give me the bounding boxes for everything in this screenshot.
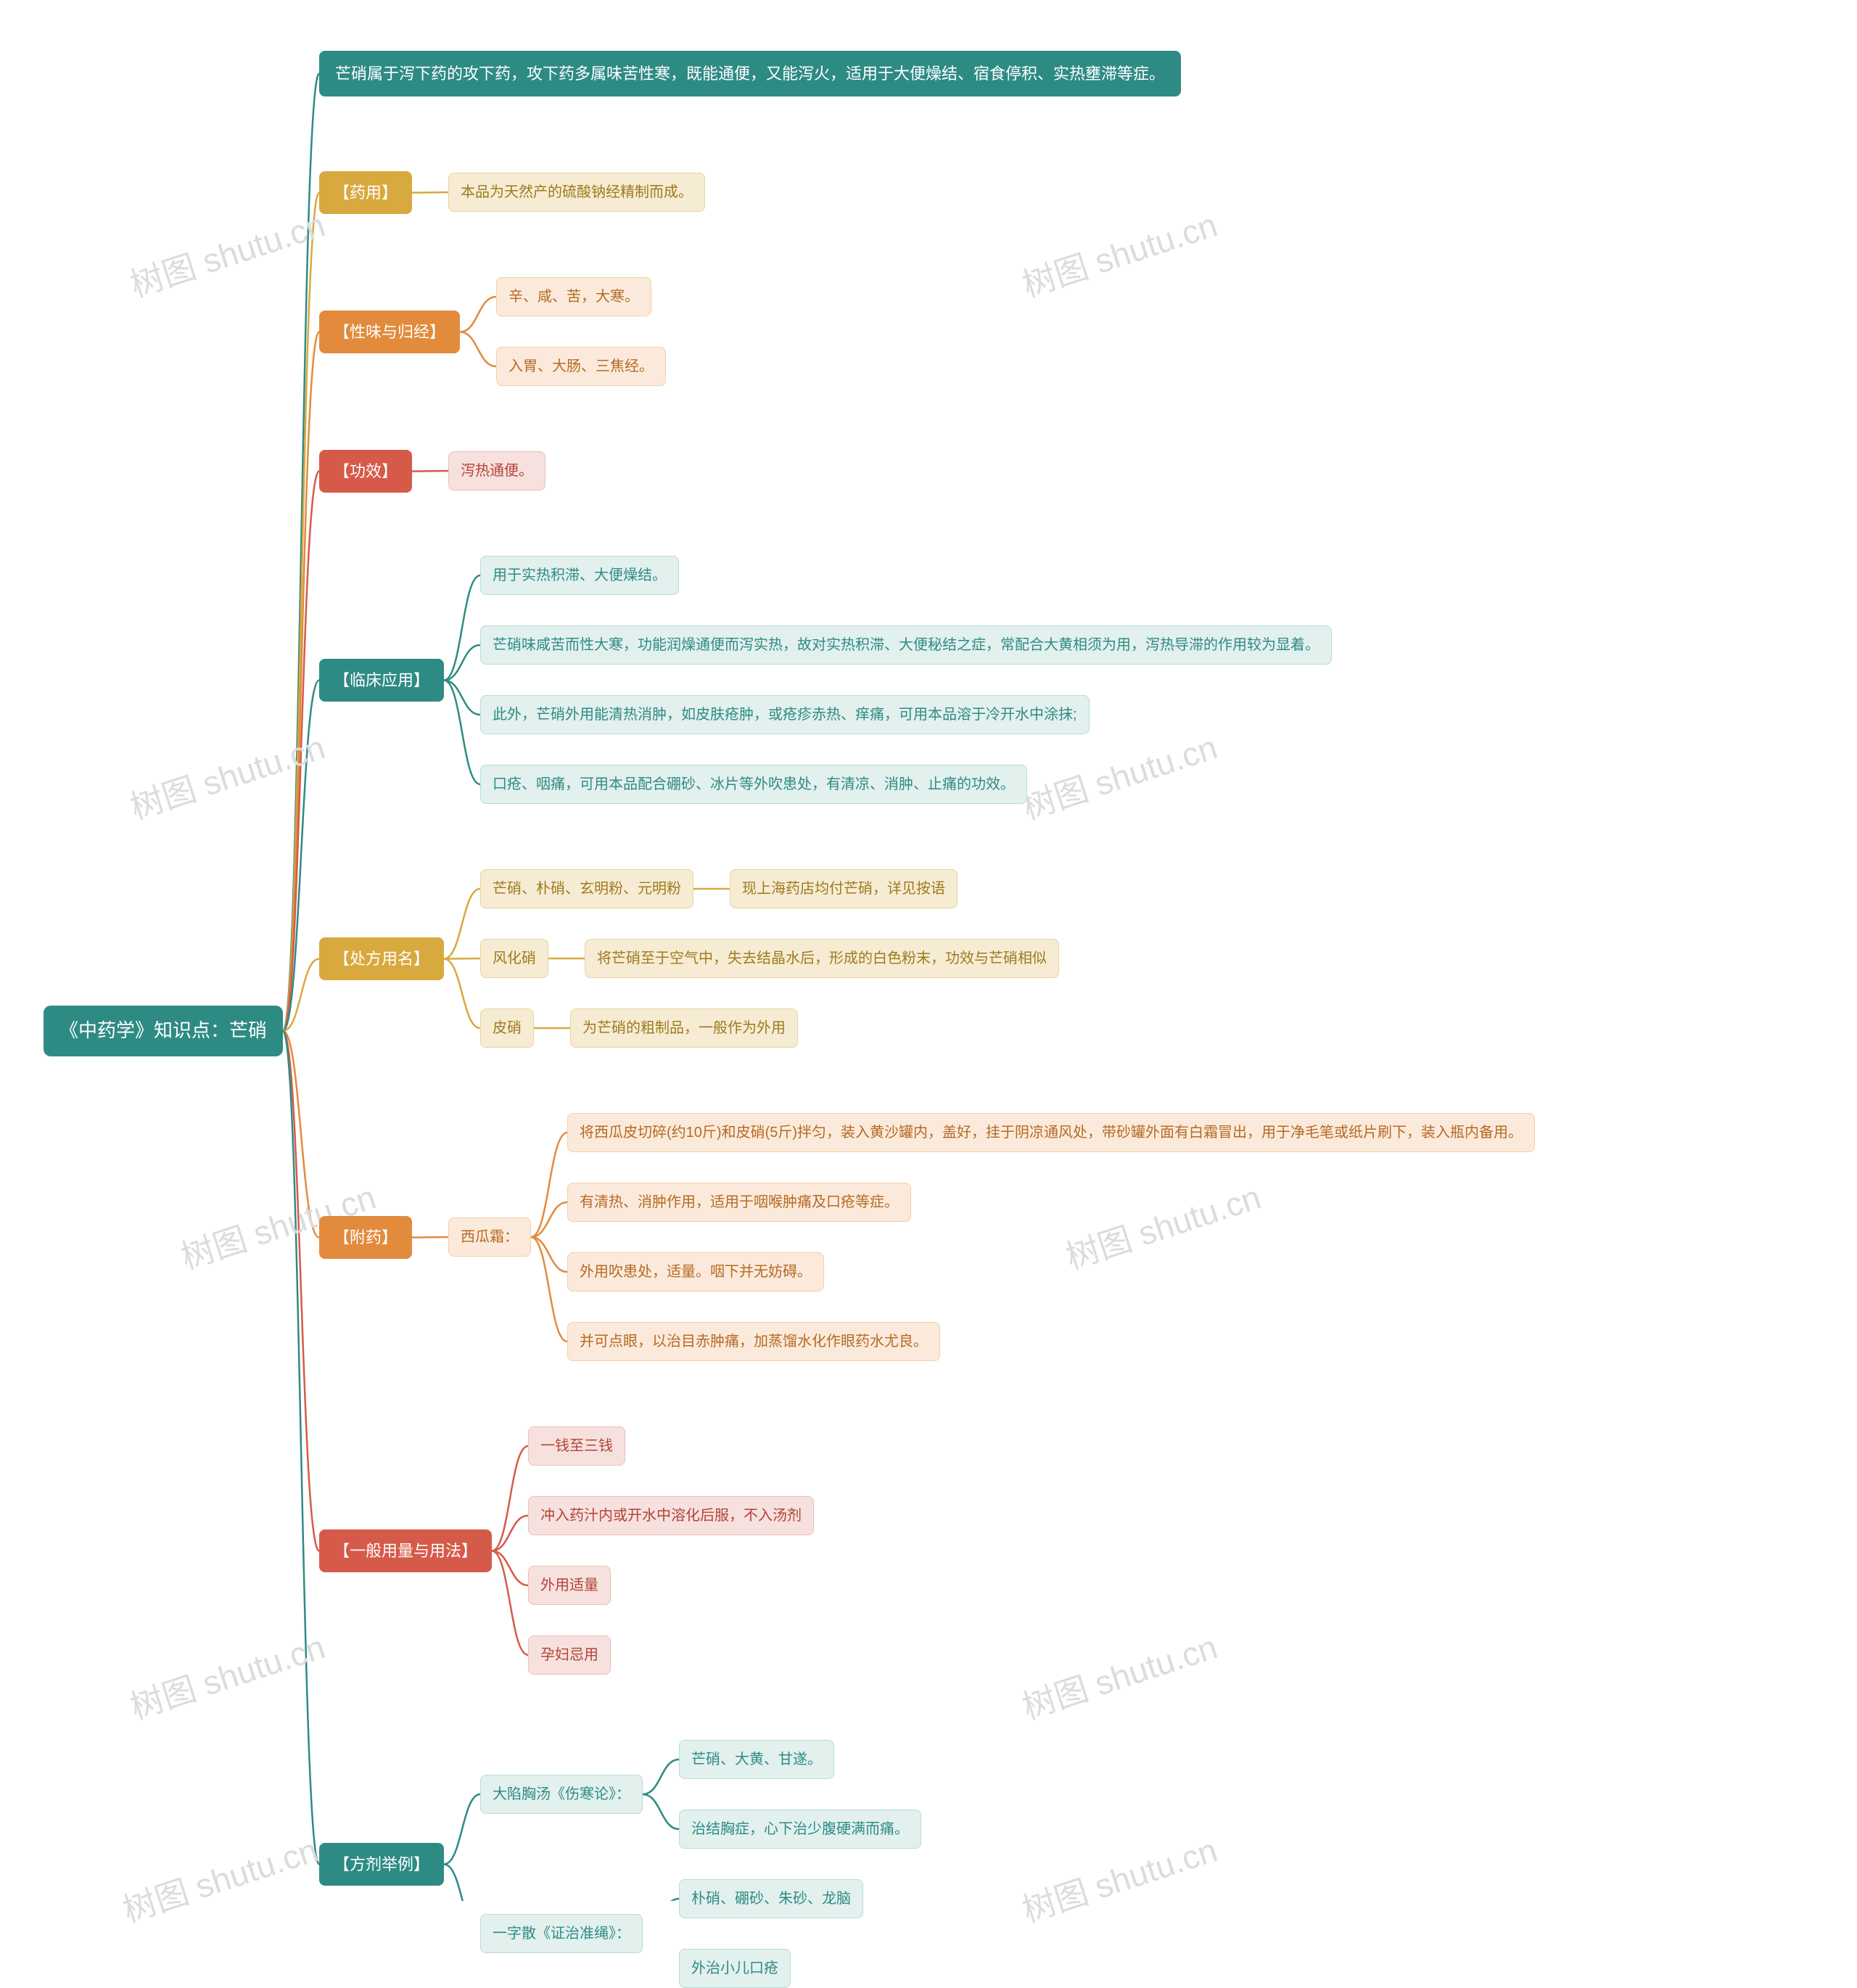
watermark: 树图 shutu.cn xyxy=(123,1621,330,1729)
watermark: 树图 shutu.cn xyxy=(1016,1621,1222,1729)
branch-chufang-child-2-0[interactable]: 为芒硝的粗制品，一般作为外用 xyxy=(570,1009,798,1048)
branch-fangji-child-0[interactable]: 大陷胸汤《伤寒论》： xyxy=(480,1775,643,1814)
branch-yaoyong-child-0[interactable]: 本品为天然产的硫酸钠经精制而成。 xyxy=(448,173,705,212)
branch-fangji-child-1[interactable]: 一字散《证治准绳》： xyxy=(480,1914,643,1953)
branch-gongxiao-child-0[interactable]: 泻热通便。 xyxy=(448,451,545,490)
root-node[interactable]: 《中药学》知识点：芒硝 xyxy=(44,1006,283,1056)
watermark: 树图 shutu.cn xyxy=(1059,1171,1266,1279)
branch-chufang-child-2[interactable]: 皮硝 xyxy=(480,1009,534,1048)
branch-fangji-child-0-1[interactable]: 治结胸症，心下治少腹硬满而痛。 xyxy=(679,1810,921,1849)
branch-chufang-child-0-0[interactable]: 现上海药店均付芒硝，详见按语 xyxy=(730,869,958,908)
branch-fuyao-child-0[interactable]: 西瓜霜： xyxy=(448,1217,531,1257)
branch-yongliang[interactable]: 【一般用量与用法】 xyxy=(319,1529,492,1572)
branch-linchuang-child-0[interactable]: 用于实热积滞、大便燥结。 xyxy=(480,556,679,595)
watermark: 树图 shutu.cn xyxy=(1016,199,1222,307)
branch-xingwei-child-0[interactable]: 辛、咸、苦，大寒。 xyxy=(496,277,651,316)
watermark: 树图 shutu.cn xyxy=(116,1824,323,1932)
branch-fuyao[interactable]: 【附药】 xyxy=(319,1216,412,1259)
branch-yongliang-child-0[interactable]: 一钱至三钱 xyxy=(528,1426,625,1466)
branch-fuyao-child-0-1[interactable]: 有清热、消肿作用，适用于咽喉肿痛及口疮等症。 xyxy=(567,1183,911,1222)
branch-intro[interactable]: 芒硝属于泻下药的攻下药，攻下药多属味苦性寒，既能通便，又能泻火，适用于大便燥结、… xyxy=(319,51,1181,96)
mindmap-canvas: 树图 shutu.cn 树图 shutu.cn 树图 shutu.cn 树图 shut… xyxy=(0,0,1857,1901)
watermark: 树图 shutu.cn xyxy=(1016,1824,1222,1932)
branch-fangji-child-0-0[interactable]: 芒硝、大黄、甘遂。 xyxy=(679,1740,834,1779)
watermark: 树图 shutu.cn xyxy=(1016,721,1222,829)
branch-xingwei[interactable]: 【性味与归经】 xyxy=(319,311,460,353)
branch-fangji-child-1-1[interactable]: 外治小儿口疮 xyxy=(679,1949,791,1988)
branch-fuyao-child-0-2[interactable]: 外用吹患处，适量。咽下并无妨碍。 xyxy=(567,1252,824,1291)
branch-fuyao-child-0-0[interactable]: 将西瓜皮切碎(约10斤)和皮硝(5斤)拌匀，装入黄沙罐内，盖好，挂于阴凉通风处，… xyxy=(567,1113,1535,1152)
branch-fangji-child-1-0[interactable]: 朴硝、硼砂、朱砂、龙脑 xyxy=(679,1879,863,1918)
branch-linchuang[interactable]: 【临床应用】 xyxy=(319,659,444,702)
branch-chufang-child-1-0[interactable]: 将芒硝至于空气中，失去结晶水后，形成的白色粉末，功效与芒硝相似 xyxy=(585,939,1059,978)
branch-fuyao-child-0-3[interactable]: 并可点眼，以治目赤肿痛，加蒸馏水化作眼药水尤良。 xyxy=(567,1322,940,1361)
branch-linchuang-child-3[interactable]: 口疮、咽痛，可用本品配合硼砂、冰片等外吹患处，有清凉、消肿、止痛的功效。 xyxy=(480,765,1027,804)
branch-chufang[interactable]: 【处方用名】 xyxy=(319,937,444,980)
branch-chufang-child-1[interactable]: 风化硝 xyxy=(480,939,548,978)
branch-gongxiao[interactable]: 【功效】 xyxy=(319,450,412,493)
branch-linchuang-child-2[interactable]: 此外，芒硝外用能清热消肿，如皮肤疮肿，或疮疹赤热、痒痛，可用本品溶于冷开水中涂抹… xyxy=(480,695,1090,734)
branch-xingwei-child-1[interactable]: 入胃、大肠、三焦经。 xyxy=(496,347,666,386)
branch-yaoyong[interactable]: 【药用】 xyxy=(319,171,412,214)
branch-linchuang-child-1[interactable]: 芒硝味咸苦而性大寒，功能润燥通便而泻实热，故对实热积滞、大便秘结之症，常配合大黄… xyxy=(480,625,1332,665)
branch-yongliang-child-1[interactable]: 冲入药汁内或开水中溶化后服，不入汤剂 xyxy=(528,1496,814,1535)
branch-fangji[interactable]: 【方剂举例】 xyxy=(319,1843,444,1886)
branch-chufang-child-0[interactable]: 芒硝、朴硝、玄明粉、元明粉 xyxy=(480,869,693,908)
watermark: 树图 shutu.cn xyxy=(123,199,330,307)
watermark: 树图 shutu.cn xyxy=(123,721,330,829)
branch-yongliang-child-3[interactable]: 孕妇忌用 xyxy=(528,1635,611,1675)
branch-yongliang-child-2[interactable]: 外用适量 xyxy=(528,1566,611,1605)
